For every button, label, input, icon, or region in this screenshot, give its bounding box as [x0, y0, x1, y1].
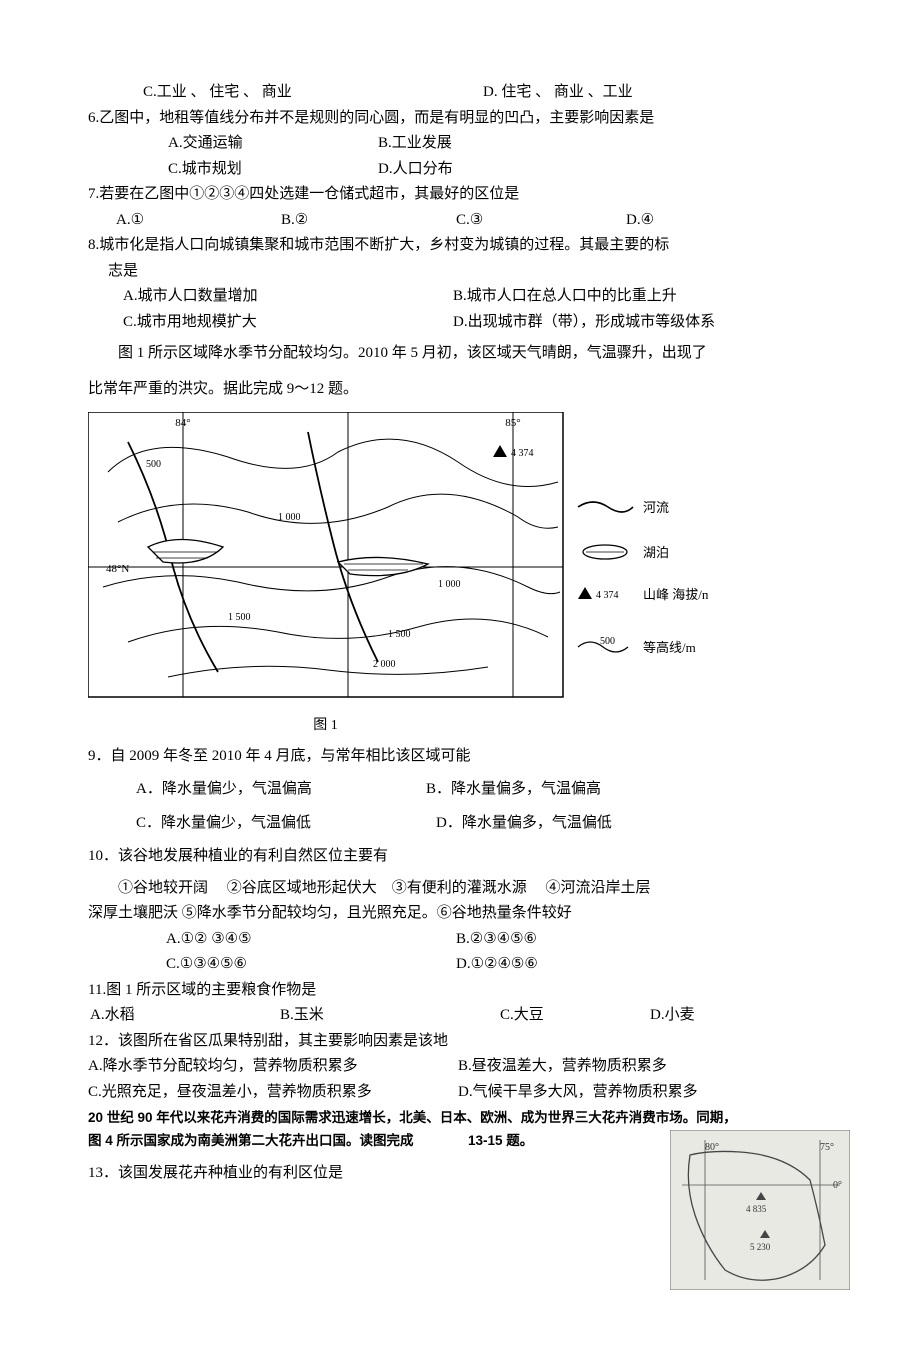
- q10-opts-ab: A.①② ③④⑤ B.②③④⑤⑥: [88, 927, 850, 953]
- q9-optB: B．降水量偏多，气温偏高: [426, 777, 601, 803]
- q11-optB: B.玉米: [280, 1003, 500, 1029]
- q12-stem: 12．该图所在省区瓜果特别甜，其主要影响因素是该地: [88, 1029, 850, 1055]
- fig2-lon-right: 75°: [820, 1142, 834, 1153]
- intro2-line2b: 13-15 题。: [468, 1130, 533, 1153]
- q9-opts-ab: A．降水量偏少，气温偏高 B．降水量偏多，气温偏高: [88, 777, 850, 803]
- q10-opts-cd: C.①③④⑤⑥ D.①②④⑤⑥: [88, 952, 850, 978]
- spacer: [308, 80, 483, 106]
- q9-optA: A．降水量偏少，气温偏高: [136, 777, 426, 803]
- q11-options: A.水稻 B.玉米 C.大豆 D.小麦: [88, 1003, 850, 1029]
- q6-optB: B.工业发展: [378, 131, 452, 157]
- svg-text:1 000: 1 000: [278, 512, 301, 523]
- figure-2: 80° 75° 0° 4 835 5 230: [670, 1130, 850, 1300]
- q7-optA: A.①: [116, 208, 281, 234]
- q13-row: 图 4 所示国家成为南美洲第二大花卉出口国。读图完成 13-15 题。 13．该…: [88, 1130, 850, 1300]
- intro2-line2: 图 4 所示国家成为南美洲第二大花卉出口国。读图完成 13-15 题。: [88, 1130, 670, 1153]
- lon-left-label: 84°: [175, 417, 190, 429]
- q7-options: A.① B.② C.③ D.④: [88, 208, 850, 234]
- svg-text:1 000: 1 000: [438, 579, 461, 590]
- q10-optD: D.①②④⑤⑥: [456, 952, 538, 978]
- q10-optA: A.①② ③④⑤: [166, 927, 456, 953]
- q6-options-cd: C.城市规划 D.人口分布: [88, 157, 850, 183]
- legend-contour: 等高线/m: [643, 640, 696, 655]
- q8-options-ab: A.城市人口数量增加 B.城市人口在总人口中的比重上升: [88, 284, 850, 310]
- q12-optC: C.光照充足，昼夜温差小，营养物质积累多: [88, 1080, 458, 1106]
- q11-optC: C.大豆: [500, 1003, 650, 1029]
- q6-optC: C.城市规划: [168, 157, 378, 183]
- figure1-caption: 图 1: [88, 712, 563, 738]
- q9-optC: C．降水量偏少，气温偏低: [136, 811, 436, 837]
- q10-optC: C.①③④⑤⑥: [166, 952, 456, 978]
- q10-optB: B.②③④⑤⑥: [456, 927, 537, 953]
- q7-stem: 7.若要在乙图中①②③④四处选建一仓储式超市，其最好的区位是: [88, 182, 850, 208]
- intro1-line2: 比常年严重的洪灾。据此完成 9～12 题。: [88, 377, 850, 403]
- q8-optB: B.城市人口在总人口中的比重上升: [453, 284, 677, 310]
- figure-1: 84° 85° 48°N 500 1 000 1 500 2 000 1 500…: [88, 412, 850, 738]
- q10-line2: 深厚土壤肥沃 ⑤降水季节分配较均匀，且光照充足。⑥谷地热量条件较好: [88, 901, 850, 927]
- q7-optB: B.②: [281, 208, 456, 234]
- lat-label: 48°N: [106, 563, 129, 575]
- legend-peak-val: 4 374: [596, 590, 619, 601]
- fig2-peak1: 4 835: [746, 1204, 767, 1214]
- q12-opts-ab: A.降水季节分配较均匀，营养物质积累多 B.昼夜温差大，营养物质积累多: [88, 1054, 850, 1080]
- q6-optA: A.交通运输: [168, 131, 378, 157]
- q9-opts-cd: C．降水量偏少，气温偏低 D．降水量偏多，气温偏低: [88, 811, 850, 837]
- q7-optD: D.④: [626, 208, 654, 234]
- map-figure-1: 84° 85° 48°N 500 1 000 1 500 2 000 1 500…: [88, 412, 708, 712]
- q11-optD: D.小麦: [650, 1003, 695, 1029]
- svg-text:500: 500: [146, 459, 161, 470]
- q10-stem: 10．该谷地发展种植业的有利自然区位主要有: [88, 844, 850, 870]
- map-figure-2: 80° 75° 0° 4 835 5 230: [670, 1130, 850, 1290]
- intro2-line1: 20 世纪 90 年代以来花卉消费的国际需求迅速增长，北美、日本、欧洲、成为世界…: [88, 1107, 850, 1130]
- q6-stem: 6.乙图中，地租等值线分布并不是规则的同心圆，而是有明显的凹凸，主要影响因素是: [88, 106, 850, 132]
- q12-optA: A.降水季节分配较均匀，营养物质积累多: [88, 1054, 458, 1080]
- q10-line1: ①谷地较开阔 ②谷底区域地形起伏大 ③有便利的灌溉水源 ④河流沿岸土层: [88, 876, 850, 902]
- q8-optA: A.城市人口数量增加: [123, 284, 453, 310]
- q6-options-ab: A.交通运输 B.工业发展: [88, 131, 850, 157]
- legend-peak: 山峰 海拔/m: [643, 587, 708, 602]
- q5-optC: C.工业 、 住宅 、 商业: [143, 80, 308, 106]
- q11-optA: A.水稻: [90, 1003, 280, 1029]
- lon-right-label: 85°: [505, 417, 520, 429]
- fig2-lat: 0°: [833, 1180, 842, 1191]
- q8-options-cd: C.城市用地规模扩大 D.出现城市群（带），形成城市等级体系: [88, 310, 850, 336]
- q5-options-cd: C.工业 、 住宅 、 商业 D. 住宅 、 商业 、工业: [88, 80, 850, 106]
- q13-stem: 13．该国发展花卉种植业的有利区位是: [88, 1161, 670, 1187]
- peak-label: 4 374: [511, 448, 534, 459]
- q8-stem2: 志是: [88, 259, 850, 285]
- legend-river: 河流: [643, 500, 669, 515]
- intro1-line1: 图 1 所示区域降水季节分配较均匀。2010 年 5 月初，该区域天气晴朗，气温…: [88, 341, 850, 367]
- q8-stem1: 8.城市化是指人口向城镇集聚和城市范围不断扩大，乡村变为城镇的过程。其最主要的标: [88, 233, 850, 259]
- q7-optC: C.③: [456, 208, 626, 234]
- q12-opts-cd: C.光照充足，昼夜温差小，营养物质积累多 D.气候干旱多大风，营养物质积累多: [88, 1080, 850, 1106]
- legend-lake: 湖泊: [643, 545, 669, 560]
- svg-text:1 500: 1 500: [228, 612, 251, 623]
- legend-contour-val: 500: [600, 636, 615, 647]
- q8-optD: D.出现城市群（带），形成城市等级体系: [453, 310, 715, 336]
- intro2-line2a: 图 4 所示国家成为南美洲第二大花卉出口国。读图完成: [88, 1130, 468, 1153]
- q6-optD: D.人口分布: [378, 157, 453, 183]
- fig2-peak2: 5 230: [750, 1242, 771, 1252]
- q9-stem: 9．自 2009 年冬至 2010 年 4 月底，与常年相比该区域可能: [88, 744, 850, 770]
- q9-optD: D．降水量偏多，气温偏低: [436, 811, 612, 837]
- q12-optD: D.气候干旱多大风，营养物质积累多: [458, 1080, 698, 1106]
- q8-optC: C.城市用地规模扩大: [123, 310, 453, 336]
- q11-stem: 11.图 1 所示区域的主要粮食作物是: [88, 978, 850, 1004]
- svg-text:1 500: 1 500: [388, 629, 411, 640]
- q12-optB: B.昼夜温差大，营养物质积累多: [458, 1054, 667, 1080]
- q5-optD: D. 住宅 、 商业 、工业: [483, 80, 653, 106]
